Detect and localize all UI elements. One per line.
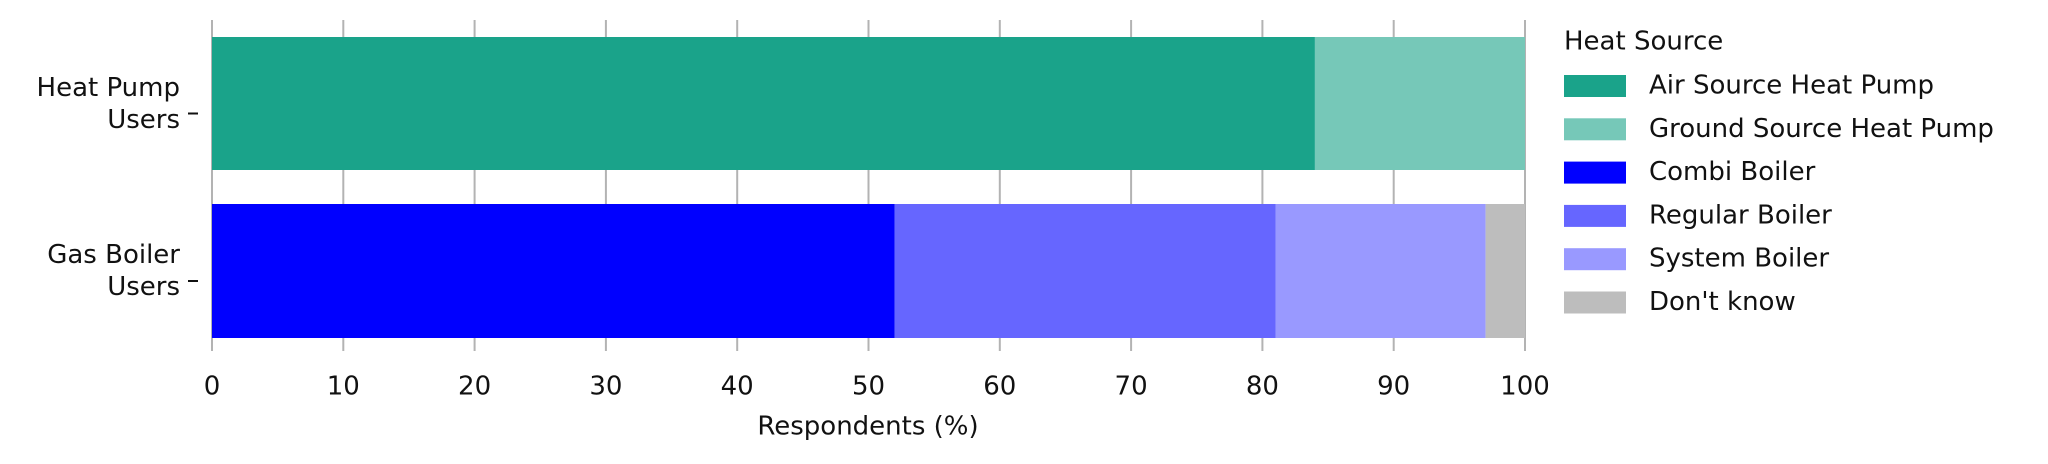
legend-label: Air Source Heat Pump [1649,71,1934,101]
bar-segment [212,204,895,338]
x-tick-label: 0 [204,372,221,402]
x-tick-label: 90 [1377,372,1410,402]
x-tick-label: 60 [983,372,1016,402]
legend-label: Regular Boiler [1649,200,1832,230]
legend-swatch [1564,204,1626,227]
legend-swatch [1564,248,1626,271]
legend-swatch [1564,291,1626,314]
bar-segment [894,204,1276,338]
x-tick-label: 100 [1500,372,1550,402]
legend-label: Combi Boiler [1649,157,1816,187]
x-tick-label: 30 [589,372,622,402]
legend-swatch [1564,161,1626,184]
legend-label: System Boiler [1649,244,1829,274]
x-tick-label: 70 [1115,372,1148,402]
bar-segment [1275,204,1486,338]
x-tick-label: 10 [327,372,360,402]
legend-swatch [1564,75,1626,97]
y-tick-label: Heat Pump Users [36,72,180,135]
x-axis-title: Respondents (%) [757,412,978,442]
y-tick-label: Gas Boiler Users [47,240,180,302]
x-tick-label: 40 [721,372,754,402]
legend-swatch [1564,118,1626,141]
bar-segment [212,37,1315,170]
legend-label: Don't know [1649,287,1796,317]
x-tick-label: 80 [1246,372,1279,402]
legend-title: Heat Source [1564,27,1723,57]
bar-segment [1314,37,1525,170]
bar-segment [1485,204,1525,338]
legend-label: Ground Source Heat Pump [1649,114,1994,144]
x-tick-label: 20 [458,372,491,402]
x-tick-label: 50 [852,372,885,402]
